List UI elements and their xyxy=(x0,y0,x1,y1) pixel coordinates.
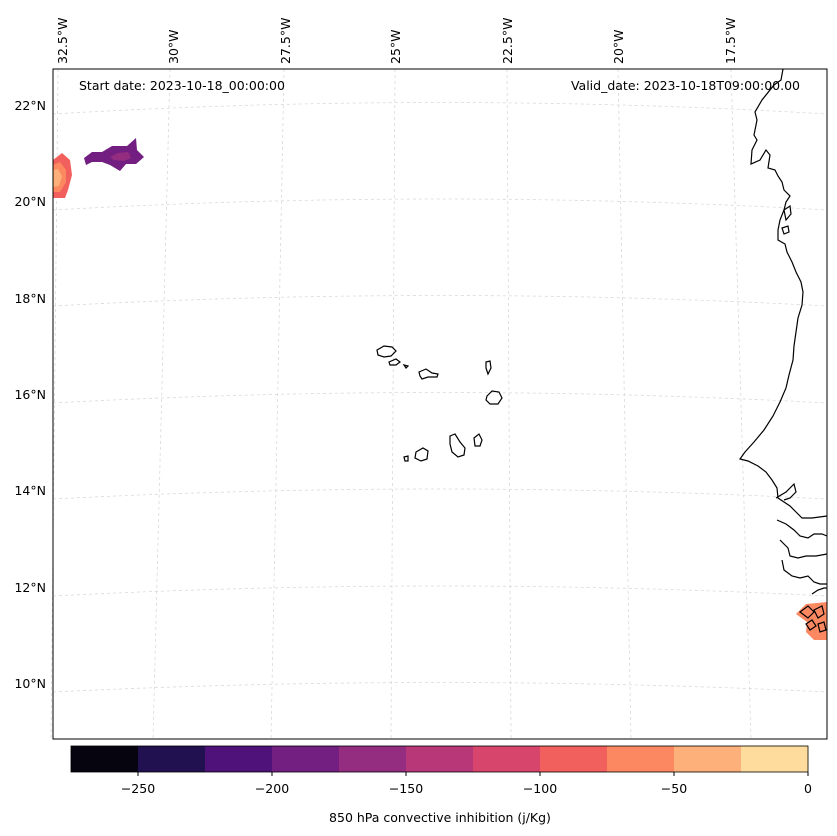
colorbar-segment xyxy=(473,746,541,772)
island-santo-antao xyxy=(376,345,397,358)
colorbar-segment xyxy=(71,746,139,772)
colorbar-tick-label: 0 xyxy=(804,781,812,796)
colorbar-segment xyxy=(205,746,273,772)
island-santiago xyxy=(449,433,466,458)
lon-label: 25°W xyxy=(388,29,403,64)
colorbar-segment xyxy=(406,746,474,772)
colorbar-tick-label: −150 xyxy=(389,781,423,796)
parallel-gridline xyxy=(52,488,828,500)
lat-label: 14°N xyxy=(14,483,46,498)
africa-inlet xyxy=(775,482,797,501)
parallel-gridline xyxy=(52,295,828,307)
lat-label: 12°N xyxy=(14,580,46,595)
lon-label: 27.5°W xyxy=(278,18,293,64)
island-brava xyxy=(403,455,409,462)
meridian-gridline xyxy=(390,68,396,740)
meridian-gridline xyxy=(730,68,752,740)
meridian-gridline xyxy=(506,68,512,740)
island-santa-luzia xyxy=(402,364,410,369)
island-sao-nicolau xyxy=(418,368,439,380)
lon-label: 32.5°W xyxy=(55,18,70,64)
island-sal xyxy=(485,360,492,376)
africa-coast-lower xyxy=(776,519,828,595)
cin-patch-west-core xyxy=(53,169,62,187)
africa-coastline xyxy=(738,68,828,519)
lat-label: 10°N xyxy=(14,676,46,691)
island-maio xyxy=(473,433,483,447)
colorbar-frame xyxy=(70,745,809,773)
colorbar-ticks: −250 −200 −150 −100 −50 0 xyxy=(121,772,812,796)
colorbar-segment xyxy=(339,746,407,772)
colorbar-segment xyxy=(272,746,340,772)
gridlines xyxy=(50,68,828,740)
lat-label: 22°N xyxy=(14,98,46,113)
africa-islands-south xyxy=(799,605,827,633)
start-date: Start date: 2023-10-18_00:00:00 xyxy=(79,78,285,93)
coastlines xyxy=(376,68,828,633)
lat-label: 18°N xyxy=(14,291,46,306)
meridian-gridline xyxy=(152,68,171,740)
lon-label: 17.5°W xyxy=(723,18,738,64)
island-fogo xyxy=(414,447,429,462)
lat-label: 20°N xyxy=(14,194,46,209)
meridian-gridline xyxy=(617,68,632,740)
parallel-gridline xyxy=(52,198,828,211)
valid-date: Valid_date: 2023-10-18T09:00:00.00 xyxy=(571,78,800,93)
colorbar-segment xyxy=(607,746,675,772)
colorbar-segment xyxy=(138,746,206,772)
lon-label: 20°W xyxy=(611,29,626,64)
island-sao-vicente xyxy=(388,358,401,366)
lat-labels: 22°N 20°N 18°N 16°N 14°N 12°N 10°N xyxy=(14,98,46,691)
parallel-gridline xyxy=(52,392,828,404)
colorbar-tick-label: −200 xyxy=(255,781,289,796)
lon-label: 22.5°W xyxy=(500,18,515,64)
lon-label: 30°W xyxy=(166,29,181,64)
island-boa-vista xyxy=(485,390,503,405)
parallel-gridline xyxy=(52,585,828,597)
lon-labels: 32.5°W 30°W 27.5°W 25°W 22.5°W 20°W 17.5… xyxy=(55,18,738,64)
colorbar-segment xyxy=(741,746,809,772)
colorbar-segment xyxy=(540,746,608,772)
cin-patch-north-inner xyxy=(110,152,131,161)
meridian-gridline xyxy=(50,68,59,740)
colorbar-segments xyxy=(71,746,809,772)
map-frame xyxy=(52,68,828,740)
canary-coast-small xyxy=(781,204,792,235)
colorbar-tick-label: −50 xyxy=(661,781,687,796)
parallel-gridline xyxy=(52,102,828,115)
colorbar-segment xyxy=(674,746,742,772)
colorbar-label: 850 hPa convective inhibition (j/Kg) xyxy=(329,810,551,825)
parallel-gridline xyxy=(52,682,828,693)
colorbar-tick-label: −100 xyxy=(523,781,557,796)
colorbar-tick-label: −250 xyxy=(121,781,155,796)
lat-label: 16°N xyxy=(14,387,46,402)
colorbar: −250 −200 −150 −100 −50 0 850 hPa convec… xyxy=(70,745,812,825)
map-area xyxy=(53,69,827,739)
meridian-gridline xyxy=(270,68,285,740)
cin-patch-north xyxy=(84,138,144,171)
